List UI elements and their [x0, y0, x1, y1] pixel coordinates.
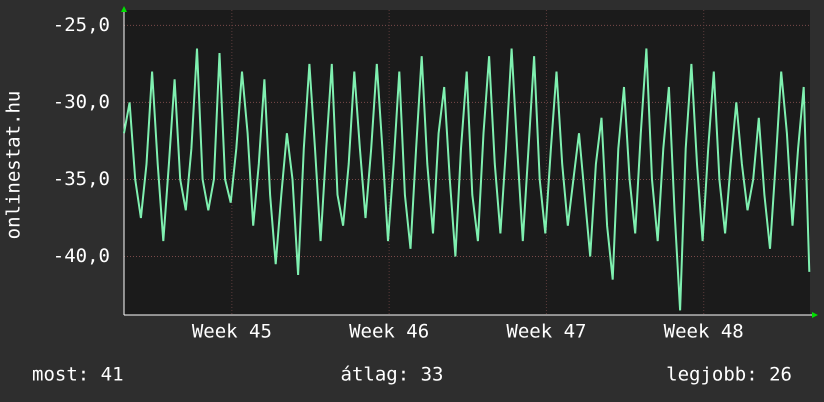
y-tick-label: -30,0 — [53, 91, 110, 113]
axis-arrow — [812, 312, 818, 318]
x-tick-label: Week 46 — [349, 321, 429, 343]
line — [123, 48, 811, 311]
axis-arrow — [121, 6, 127, 12]
y-tick-label: -40,0 — [53, 245, 110, 267]
stat: átlag: 33 — [341, 364, 444, 386]
y-tick-label: -25,0 — [53, 14, 110, 36]
stat: legjobb: 26 — [666, 364, 792, 386]
x-tick-label: Week 48 — [664, 321, 744, 343]
stat: most: 41 — [32, 364, 124, 386]
y-axis-label: onlinestat.hu — [3, 91, 25, 240]
y-tick-label: -35,0 — [53, 168, 110, 190]
plot-area — [124, 10, 810, 315]
x-tick-label: Week 45 — [192, 321, 272, 343]
x-tick-label: Week 47 — [506, 321, 586, 343]
